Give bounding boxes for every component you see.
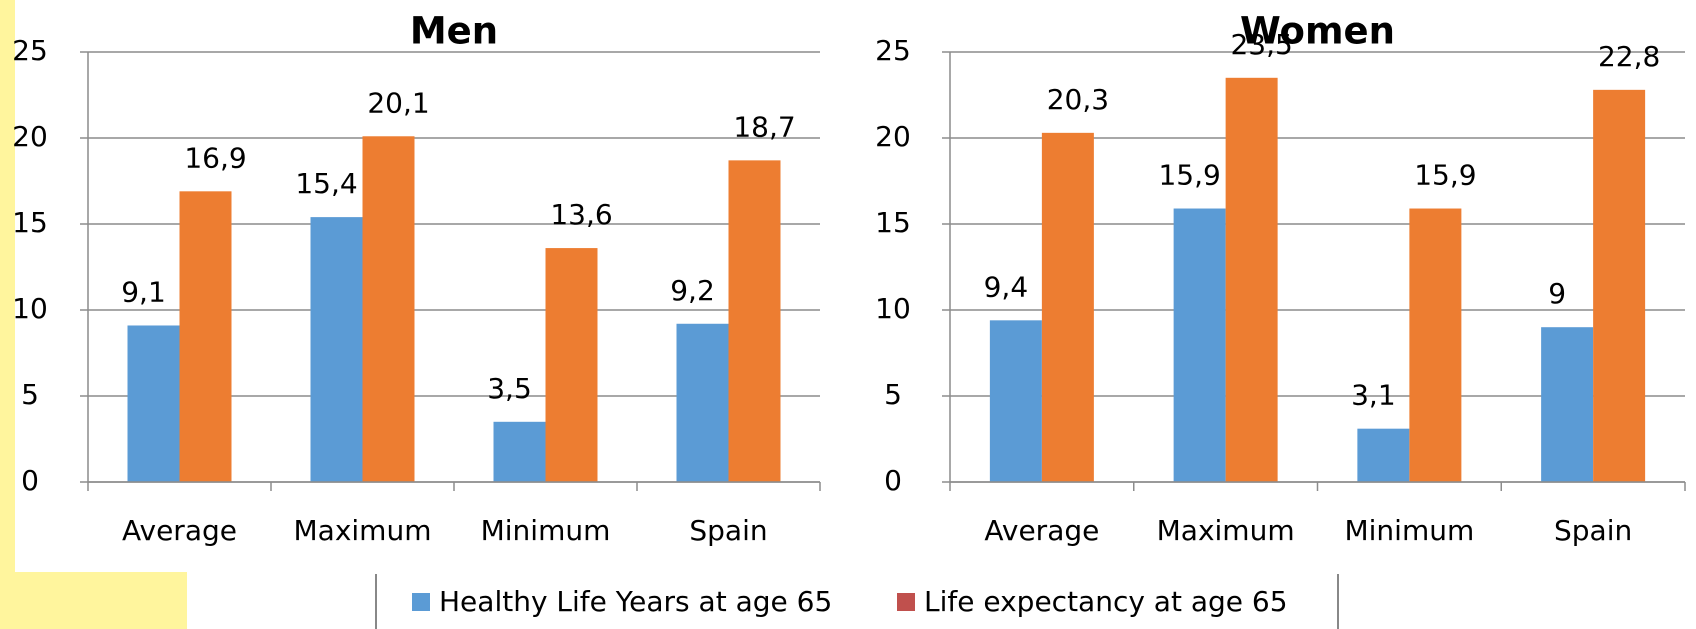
y-tick-label: 10 xyxy=(12,292,48,325)
bar xyxy=(1357,428,1410,482)
legend-swatch xyxy=(412,593,430,611)
bar xyxy=(1409,208,1462,482)
bar xyxy=(676,323,729,482)
bar xyxy=(1593,89,1646,482)
x-tick-label: Maximum xyxy=(1157,514,1295,547)
data-label: 15,9 xyxy=(1158,159,1220,192)
x-tick-label: Spain xyxy=(689,514,767,547)
bar xyxy=(1041,132,1094,482)
data-label: 15,4 xyxy=(295,167,357,200)
bar xyxy=(545,248,598,482)
side-block xyxy=(0,572,187,629)
data-label: 3,5 xyxy=(487,372,532,405)
x-tick-label: Average xyxy=(984,514,1099,547)
data-label: 16,9 xyxy=(184,141,246,174)
bar xyxy=(1173,208,1226,482)
chart-title: Men xyxy=(410,10,498,53)
bar xyxy=(1541,327,1594,482)
bar xyxy=(127,325,180,482)
bar xyxy=(493,421,546,482)
data-label: 9,1 xyxy=(121,275,166,308)
x-tick-label: Spain xyxy=(1554,514,1632,547)
legend-label: Life expectancy at age 65 xyxy=(924,585,1288,618)
y-tick-label: 15 xyxy=(12,206,48,239)
data-label: 20,1 xyxy=(367,86,429,119)
x-tick-label: Minimum xyxy=(481,514,611,547)
legend-swatch xyxy=(897,593,915,611)
legend-label: Healthy Life Years at age 65 xyxy=(439,585,832,618)
data-label: 23,5 xyxy=(1230,28,1292,61)
y-tick-label: 10 xyxy=(875,292,911,325)
bar xyxy=(989,320,1042,482)
bar xyxy=(728,160,781,483)
chart-title: Women xyxy=(1240,10,1395,53)
y-tick-label: 25 xyxy=(12,34,48,67)
x-tick-label: Maximum xyxy=(294,514,432,547)
bar xyxy=(1225,77,1278,483)
y-tick-label: 20 xyxy=(12,120,48,153)
x-tick-label: Average xyxy=(122,514,237,547)
data-label: 20,3 xyxy=(1047,83,1109,116)
data-label: 22,8 xyxy=(1598,40,1660,73)
y-tick-label: 0 xyxy=(21,464,39,497)
bar xyxy=(179,191,232,482)
data-label: 3,1 xyxy=(1351,379,1396,412)
data-label: 9 xyxy=(1548,277,1566,310)
data-label: 13,6 xyxy=(550,198,612,231)
data-label: 15,9 xyxy=(1414,159,1476,192)
y-tick-label: 15 xyxy=(875,206,911,239)
data-label: 18,7 xyxy=(733,110,795,143)
y-tick-label: 20 xyxy=(875,120,911,153)
y-tick-label: 25 xyxy=(875,34,911,67)
x-tick-label: Minimum xyxy=(1344,514,1474,547)
y-tick-label: 0 xyxy=(884,464,902,497)
bar xyxy=(362,136,415,482)
bar xyxy=(310,217,363,482)
data-label: 9,4 xyxy=(984,270,1029,303)
data-label: 9,2 xyxy=(670,274,715,307)
y-tick-label: 5 xyxy=(21,378,39,411)
side-strip xyxy=(0,0,15,575)
y-tick-label: 5 xyxy=(884,378,902,411)
